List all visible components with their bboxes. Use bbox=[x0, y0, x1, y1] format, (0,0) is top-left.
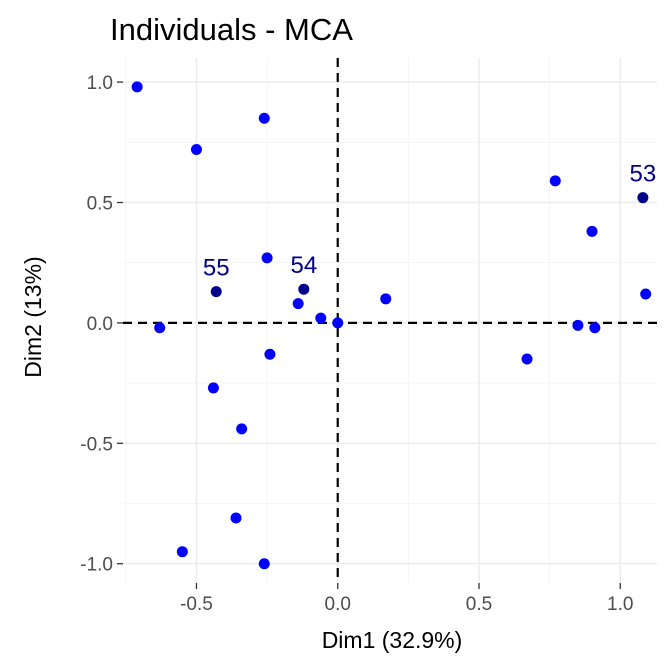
x-axis-label: Dim1 (32.9%) bbox=[322, 627, 463, 653]
data-point bbox=[332, 317, 344, 329]
data-point bbox=[264, 348, 276, 360]
y-tick-label: -0.5 bbox=[80, 434, 113, 455]
data-point bbox=[380, 293, 392, 305]
data-point bbox=[315, 312, 327, 324]
data-point bbox=[261, 252, 273, 264]
data-point bbox=[586, 225, 598, 237]
data-point bbox=[230, 512, 242, 524]
x-tick-label: 1.0 bbox=[607, 594, 633, 615]
data-point bbox=[589, 322, 601, 334]
data-point bbox=[190, 144, 202, 156]
point-label: 53 bbox=[630, 161, 657, 188]
y-tick-label: -1.0 bbox=[80, 555, 113, 576]
y-tick-label: 1.0 bbox=[87, 73, 113, 94]
y-tick-label: 0.5 bbox=[87, 193, 113, 214]
data-point bbox=[572, 319, 584, 331]
data-point bbox=[521, 353, 533, 365]
point-labels: 53 54 55 bbox=[203, 161, 656, 282]
data-point bbox=[176, 546, 188, 558]
x-tick-label: -0.5 bbox=[180, 594, 213, 615]
data-point bbox=[236, 423, 248, 435]
labeled-point bbox=[210, 286, 222, 298]
chart-title: Individuals - MCA bbox=[110, 12, 353, 47]
data-point bbox=[154, 322, 166, 334]
data-point bbox=[549, 175, 561, 187]
x-tick-label: 0.0 bbox=[325, 594, 351, 615]
data-point bbox=[207, 382, 219, 394]
data-point bbox=[640, 288, 652, 300]
data-point bbox=[258, 558, 270, 570]
y-tick-label: 0.0 bbox=[87, 314, 113, 335]
x-tick-label: 0.5 bbox=[466, 594, 492, 615]
data-points bbox=[131, 81, 652, 570]
data-point bbox=[131, 81, 143, 93]
data-point bbox=[258, 112, 270, 124]
axis-ticks: -0.5 0.0 0.5 1.0 -1.0 -0.5 0.0 0.5 1.0 bbox=[80, 73, 633, 615]
point-label: 55 bbox=[203, 255, 230, 282]
labeled-point bbox=[637, 192, 649, 204]
labeled-point bbox=[298, 283, 310, 295]
y-axis-label: Dim2 (13%) bbox=[20, 256, 46, 377]
data-point bbox=[292, 298, 304, 310]
point-label: 54 bbox=[290, 252, 317, 279]
